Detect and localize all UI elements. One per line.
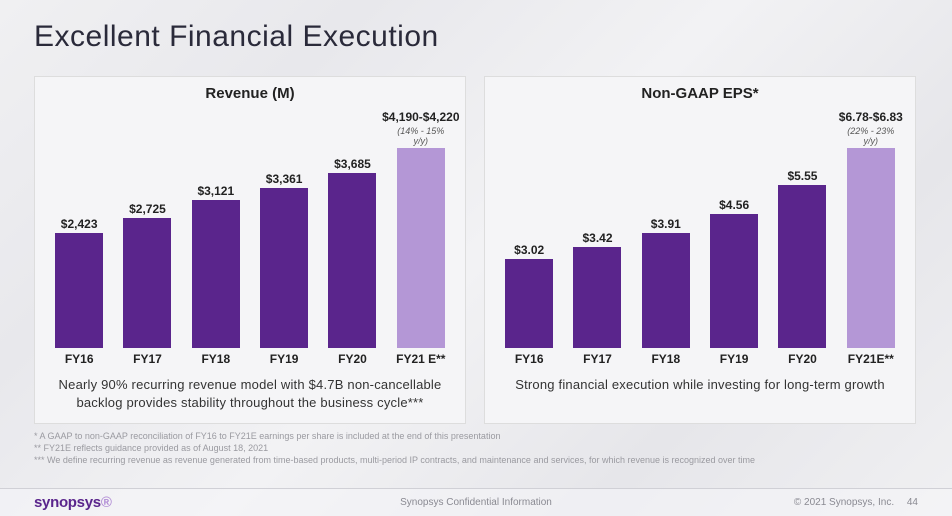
bar-category-label: FY21 E** bbox=[391, 352, 451, 366]
eps-bars-area: $3.02 $3.42 $3.91 $4.56 $5.55 $6.78-$6.83 (22%… bbox=[495, 108, 905, 348]
bar-rect bbox=[397, 148, 445, 348]
bar-value-label: $2,423 bbox=[61, 218, 98, 231]
bar-category-label: FY18 bbox=[186, 352, 246, 366]
footnote-3: *** We define recurring revenue as reven… bbox=[34, 454, 914, 466]
bar-category-label: FY19 bbox=[254, 352, 314, 366]
bar-value-label: $3,121 bbox=[197, 185, 234, 198]
bar-rect bbox=[847, 148, 895, 348]
bar-col: $3,361 bbox=[254, 173, 314, 348]
logo-accent: ® bbox=[101, 494, 112, 511]
bar-value-label: $3.91 bbox=[651, 218, 681, 231]
revenue-bars-area: $2,423 $2,725 $3,121 $3,361 $3,685 $4,190-$4,… bbox=[45, 108, 455, 348]
page-number: 44 bbox=[907, 497, 918, 508]
bar-value-label: $4.56 bbox=[719, 199, 749, 212]
footer-confidential: Synopsys Confidential Information bbox=[400, 497, 552, 508]
bar-value-label: $3.42 bbox=[582, 232, 612, 245]
bar-rect bbox=[642, 233, 690, 348]
bar-rect bbox=[123, 218, 171, 348]
bar-col: $2,725 bbox=[117, 203, 177, 348]
bar-category-label: FY17 bbox=[567, 352, 627, 366]
bar-sublabel: (22% - 23% y/y) bbox=[841, 126, 901, 146]
bar-col: $4,190-$4,220(14% - 15% y/y) bbox=[391, 111, 451, 348]
eps-caption: Strong financial execution while investi… bbox=[485, 366, 915, 394]
revenue-chart-panel: Revenue (M) $2,423 $2,725 $3,121 $3,361 $3,6… bbox=[34, 76, 466, 424]
eps-cat-row: FY16 FY17 FY18 FY19 FY20 FY21E** bbox=[495, 352, 905, 366]
bar-value-label: $3,685 bbox=[334, 158, 371, 171]
revenue-cat-row: FY16 FY17 FY18 FY19 FY20 FY21 E** bbox=[45, 352, 455, 366]
bar-rect bbox=[505, 259, 553, 348]
bar-col: $3.91 bbox=[636, 218, 696, 348]
bar-col: $3.02 bbox=[499, 244, 559, 348]
bar-rect bbox=[710, 214, 758, 348]
bar-col: $5.55 bbox=[772, 170, 832, 348]
bar-rect bbox=[55, 233, 103, 348]
footer-copyright: © 2021 Synopsys, Inc. bbox=[794, 497, 894, 508]
bar-value-label: $3,361 bbox=[266, 173, 303, 186]
footer-bar: synopsys® Synopsys Confidential Informat… bbox=[0, 488, 952, 516]
eps-chart-panel: Non-GAAP EPS* $3.02$3.42$3.91$4.56$5.55$… bbox=[484, 76, 916, 424]
bar-category-label: FY19 bbox=[704, 352, 764, 366]
bar-category-label: FY16 bbox=[49, 352, 109, 366]
revenue-chart-title: Revenue (M) bbox=[35, 77, 465, 102]
bar-value-label: $5.55 bbox=[787, 170, 817, 183]
footnote-1: * A GAAP to non-GAAP reconciliation of F… bbox=[34, 430, 914, 442]
bar-col: $3,685 bbox=[322, 158, 382, 348]
bar-value-label: $4,190-$4,220 bbox=[382, 111, 459, 124]
logo-main: synopsys bbox=[34, 494, 101, 511]
slide-title: Excellent Financial Execution bbox=[34, 20, 439, 54]
bar-value-label: $2,725 bbox=[129, 203, 166, 216]
bar-category-label: FY20 bbox=[322, 352, 382, 366]
bar-category-label: FY18 bbox=[636, 352, 696, 366]
footnote-2: ** FY21E reflects guidance provided as o… bbox=[34, 442, 914, 454]
bar-rect bbox=[778, 185, 826, 348]
bar-category-label: FY16 bbox=[499, 352, 559, 366]
bar-category-label: FY20 bbox=[772, 352, 832, 366]
bar-category-label: FY17 bbox=[117, 352, 177, 366]
bar-rect bbox=[328, 173, 376, 348]
bar-rect bbox=[260, 188, 308, 348]
bar-sublabel: (14% - 15% y/y) bbox=[391, 126, 451, 146]
bar-col: $3,121 bbox=[186, 185, 246, 348]
synopsys-logo: synopsys® bbox=[34, 494, 112, 511]
footnotes: * A GAAP to non-GAAP reconciliation of F… bbox=[34, 430, 914, 466]
revenue-caption: Nearly 90% recurring revenue model with … bbox=[35, 366, 465, 411]
footer-right-group: © 2021 Synopsys, Inc. 44 bbox=[794, 497, 918, 508]
bar-value-label: $6.78-$6.83 bbox=[839, 111, 903, 124]
bar-rect bbox=[192, 200, 240, 348]
bar-value-label: $3.02 bbox=[514, 244, 544, 257]
bar-col: $6.78-$6.83 (22% - 23% y/y) bbox=[841, 111, 901, 348]
bar-category-label: FY21E** bbox=[841, 352, 901, 366]
bar-col: $3.42 bbox=[567, 232, 627, 348]
bar-col: $2,423 bbox=[49, 218, 109, 348]
bar-col: $4.56 bbox=[704, 199, 764, 348]
eps-chart-title: Non-GAAP EPS* bbox=[485, 77, 915, 102]
bar-rect bbox=[573, 247, 621, 348]
